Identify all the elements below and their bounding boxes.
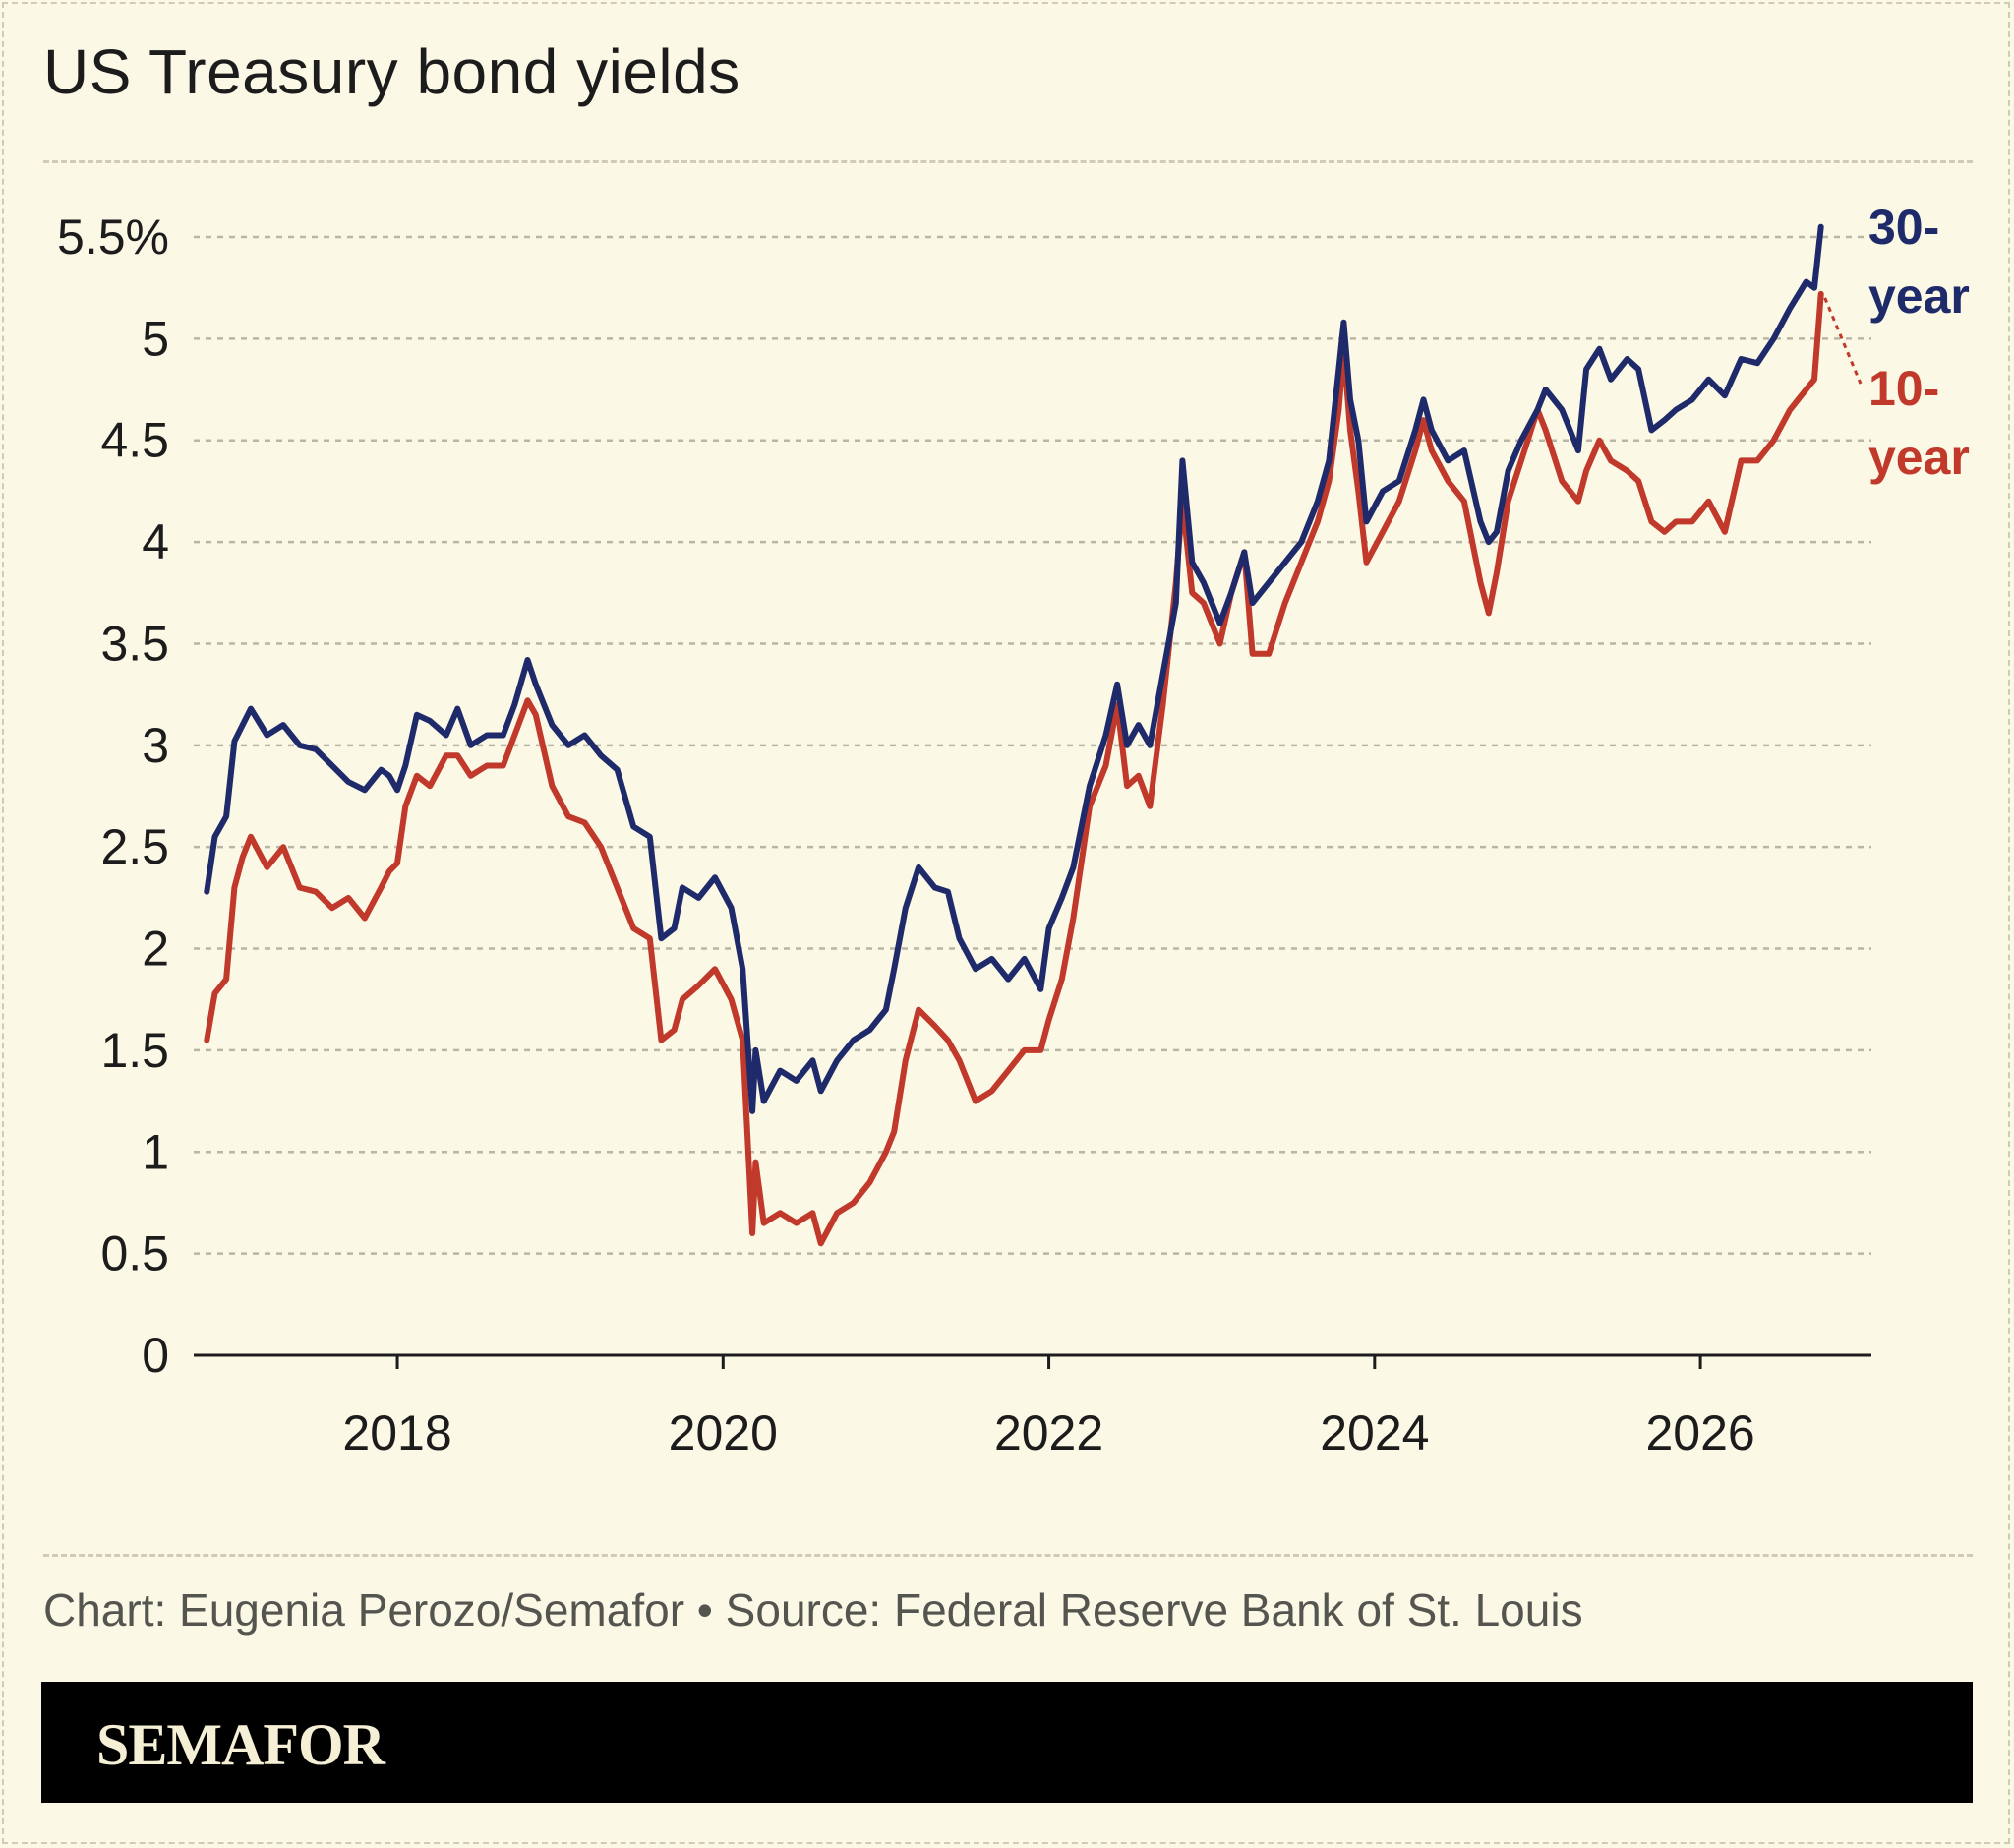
series-30-year-label-line: 30- [1868, 200, 1939, 255]
y-tick-label: 3.5 [100, 616, 169, 671]
y-tick-label: 0 [142, 1328, 169, 1383]
series-30-year-line [204, 223, 1824, 1114]
y-tick-label: 5.5% [57, 209, 169, 265]
series-lines [204, 223, 1824, 1247]
y-tick-label: 5 [142, 311, 169, 366]
series-10-year-label-line: 10- [1868, 361, 1939, 416]
series-10-year-leader [1823, 297, 1863, 385]
series-30-year-label-line: year [1868, 268, 1970, 324]
x-tick-label: 2024 [1320, 1405, 1429, 1461]
series-10-year-line [204, 290, 1824, 1247]
y-tick-label: 1 [142, 1124, 169, 1179]
semafor-logo: SEMAFOR [96, 1712, 385, 1777]
series-10-year-label-line: year [1868, 430, 1970, 485]
x-tick-label: 2020 [669, 1405, 778, 1461]
series-30-year-label: 30- year [1868, 200, 1970, 324]
brand-footer: SEMAFOR [41, 1682, 1973, 1803]
gridlines [194, 235, 1871, 1255]
y-tick-label: 4.5 [100, 413, 169, 468]
y-tick-label: 2 [142, 922, 169, 977]
x-tick-label: 2018 [342, 1405, 451, 1461]
axes: 5.5% 5 4.5 4 3.5 3 2.5 2 1.5 1 0.5 0 2018 2020 2022 202… [57, 209, 1871, 1461]
y-tick-label: 0.5 [100, 1226, 169, 1282]
line-chart: 5.5% 5 4.5 4 3.5 3 2.5 2 1.5 1 0.5 0 2018 2020 2022 202… [57, 200, 1970, 1461]
series-labels: 30- year 10- year [1823, 200, 1970, 485]
chart-title: US Treasury bond yields [43, 36, 740, 107]
source-credit: Chart: Eugenia Perozo/Semafor • Source: … [43, 1584, 1583, 1636]
y-tick-label: 2.5 [100, 819, 169, 874]
y-tick-label: 1.5 [100, 1023, 169, 1078]
y-tick-label: 3 [142, 718, 169, 773]
x-tick-label: 2026 [1645, 1405, 1754, 1461]
series-10-year-label: 10- year [1868, 361, 1970, 485]
y-tick-label: 4 [142, 514, 169, 569]
title-divider [43, 160, 1973, 163]
footer-divider [43, 1554, 1973, 1557]
x-tick-label: 2022 [994, 1405, 1103, 1461]
